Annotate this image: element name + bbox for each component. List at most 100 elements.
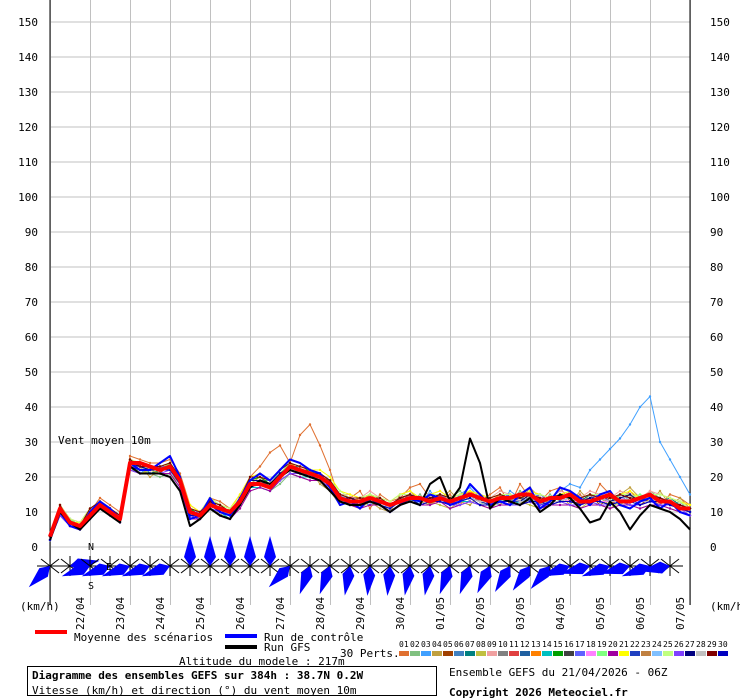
pert-point — [458, 493, 462, 496]
x-tick-label: 27/04 — [274, 597, 287, 630]
pert-point — [658, 440, 662, 444]
wind-rose — [297, 556, 323, 595]
pert-point — [168, 472, 172, 475]
y-tick-label: 20 — [710, 471, 723, 484]
wind-petal — [621, 563, 650, 577]
wind-petal — [512, 566, 530, 591]
wind-rose — [357, 556, 383, 596]
pert-point — [618, 489, 622, 493]
pert-point — [518, 489, 522, 493]
pert-point — [528, 503, 532, 507]
y-tick-label: 60 — [710, 331, 723, 344]
pert-point — [358, 496, 362, 500]
y-tick-label: 130 — [710, 86, 730, 99]
pert-point — [648, 395, 652, 398]
pert-legend-number: 04 — [432, 640, 442, 649]
wind-petal — [422, 566, 435, 596]
pert-point — [518, 496, 522, 500]
pert-point — [368, 507, 372, 510]
legend-perts-label: 30 Perts. — [340, 647, 400, 660]
wind-petal-shape — [204, 536, 216, 566]
wind-petal — [184, 536, 196, 566]
pert-point — [568, 500, 572, 503]
wind-petal — [383, 566, 396, 596]
pert-point — [658, 489, 662, 493]
pert-point — [558, 489, 562, 493]
x-tick-label: 06/05 — [634, 597, 647, 630]
wind-rose-axis — [340, 558, 360, 574]
pert-point — [608, 496, 612, 500]
x-tick-label: 03/05 — [514, 597, 527, 630]
wind-petal-shape — [141, 563, 170, 577]
pert-legend-number: 19 — [597, 640, 607, 649]
info-box: Diagramme des ensembles GEFS sur 384h : … — [27, 666, 437, 697]
wind-petal-shape — [121, 563, 150, 577]
pert-legend-swatch — [586, 651, 596, 656]
pert-point — [568, 503, 572, 507]
wind-rose — [640, 556, 683, 576]
pert-point — [258, 475, 262, 479]
pert-point — [608, 507, 612, 510]
pert-point — [418, 482, 422, 486]
pert-point — [578, 503, 582, 507]
pert-legend-number: 13 — [531, 640, 541, 649]
pert-legend-number: 20 — [608, 640, 618, 649]
pert-point — [298, 465, 302, 468]
pert-legend-swatch — [619, 651, 629, 656]
wind-petal-shape — [495, 566, 511, 592]
pert-point — [458, 489, 462, 493]
x-tick-label: 26/04 — [234, 597, 247, 630]
wind-rose — [337, 556, 363, 596]
wind-rose-axis — [420, 558, 440, 574]
legend-mean-swatch — [35, 630, 67, 634]
y-tick-label: 140 — [18, 51, 38, 64]
pert-point — [638, 405, 642, 409]
y-tick-label: 90 — [710, 226, 723, 239]
pert-legend-number: 26 — [674, 640, 684, 649]
pert-point — [498, 486, 502, 489]
pert-point — [408, 489, 412, 493]
pert-legend-number: 14 — [542, 640, 552, 649]
pert-legend-number: 02 — [410, 640, 420, 649]
pert-point — [138, 465, 142, 468]
pert-point — [498, 493, 502, 496]
pert-point — [158, 475, 162, 479]
pert-point — [678, 475, 682, 479]
wind-petal-shape — [264, 536, 276, 566]
pert-point — [438, 503, 442, 507]
wind-petal — [495, 566, 511, 592]
pert-point — [268, 451, 272, 454]
pert-point — [428, 496, 432, 500]
main-series — [48, 437, 691, 541]
y-tick-label: 0 — [31, 541, 38, 554]
pert-point — [218, 503, 222, 507]
pert-legend-number: 01 — [399, 640, 409, 649]
pert-legend-swatch — [652, 651, 662, 656]
pert-point — [668, 458, 672, 461]
pert-point — [518, 500, 522, 503]
y-tick-label: 20 — [25, 471, 38, 484]
pert-point — [578, 486, 582, 489]
pert-legend-swatch — [575, 651, 585, 656]
pert-point — [358, 489, 362, 493]
y-tick-label: 80 — [25, 261, 38, 274]
pert-legend-swatch — [718, 651, 728, 656]
pert-point — [528, 500, 532, 503]
legend-control-label: Run de contrôle — [264, 631, 364, 644]
pert-point — [318, 444, 322, 447]
pert-point — [308, 423, 312, 426]
pert-point — [658, 503, 662, 507]
legend-gfs-label: Run GFS — [264, 641, 311, 654]
pert-point — [328, 468, 332, 472]
y-tick-label: 50 — [25, 366, 38, 379]
wind-petal — [459, 566, 473, 595]
y-tick-label: 100 — [18, 191, 38, 204]
wind-petal-shape — [477, 566, 492, 594]
compass-s-label: S — [88, 581, 94, 592]
pert-point — [378, 507, 382, 510]
pert-point — [468, 503, 472, 507]
wind-rose — [417, 556, 443, 596]
pert-point — [338, 489, 342, 493]
pert-legend-number: 08 — [476, 640, 486, 649]
wind-petal-shape — [383, 566, 396, 596]
